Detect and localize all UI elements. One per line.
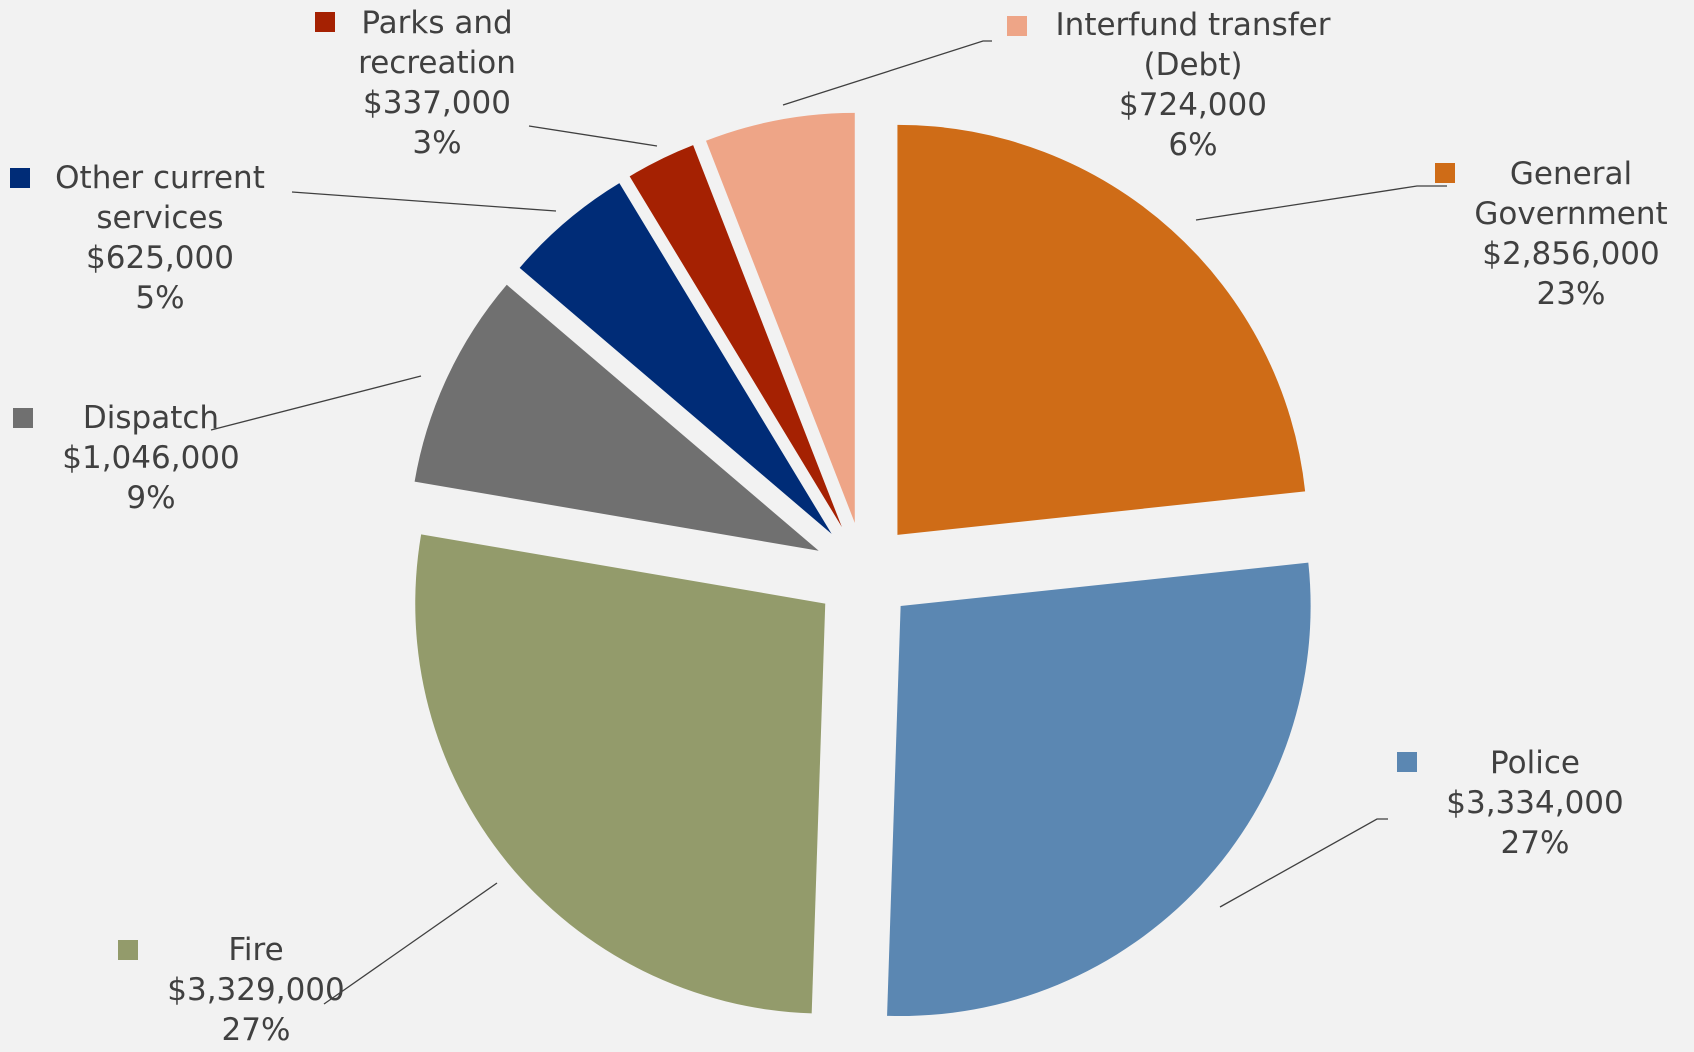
leader-line	[1195, 185, 1447, 221]
label-value: $625,000	[86, 240, 234, 276]
label-name: Fire	[228, 932, 284, 968]
data-label: General Government $2,856,000 23%	[1456, 154, 1686, 314]
slice	[414, 284, 819, 551]
label-percent: 27%	[1500, 825, 1570, 861]
legend-swatch	[1007, 16, 1027, 36]
label-value: $1,046,000	[62, 440, 240, 476]
label-percent: 6%	[1168, 127, 1218, 163]
label-value: $337,000	[363, 85, 511, 121]
slices	[414, 112, 1311, 1017]
data-label: Police $3,334,000 27%	[1405, 743, 1665, 863]
legend-swatch	[315, 12, 335, 32]
leader-line	[1219, 818, 1388, 908]
leader-line	[210, 375, 422, 431]
data-label: Parks and recreation $337,000 3%	[342, 3, 532, 163]
label-name: Other current services	[55, 160, 265, 236]
leader-line	[291, 191, 557, 212]
legend-swatch	[118, 940, 138, 960]
label-name: Police	[1490, 745, 1580, 781]
label-percent: 9%	[126, 480, 176, 516]
leader-line	[782, 40, 992, 106]
slice	[897, 124, 1306, 535]
label-name: Dispatch	[82, 400, 220, 436]
legend-swatch	[1397, 752, 1417, 772]
slice	[629, 145, 842, 528]
label-value: $2,856,000	[1482, 236, 1660, 272]
slice	[706, 112, 855, 523]
data-label: Dispatch $1,046,000 9%	[21, 398, 281, 518]
label-value: $3,334,000	[1446, 785, 1624, 821]
label-percent: 23%	[1536, 276, 1606, 312]
data-label: Fire $3,329,000 27%	[126, 930, 386, 1050]
data-label: Other current services $625,000 5%	[25, 158, 295, 318]
leader-line	[528, 125, 658, 147]
legend-swatch	[1435, 163, 1455, 183]
label-value: $3,329,000	[167, 972, 345, 1008]
label-percent: 27%	[221, 1012, 291, 1048]
label-percent: 3%	[412, 125, 462, 161]
slice	[887, 562, 1311, 1017]
legend-swatch	[10, 168, 30, 188]
legend-swatch	[13, 408, 33, 428]
slice	[519, 183, 832, 534]
data-label: Interfund transfer (Debt) $724,000 6%	[1033, 5, 1353, 165]
leader-line	[323, 882, 498, 1005]
label-name: Parks and recreation	[358, 5, 516, 81]
label-name: General Government	[1474, 156, 1668, 232]
label-percent: 5%	[135, 280, 185, 316]
label-name: Interfund transfer (Debt)	[1055, 7, 1331, 83]
slice	[415, 534, 826, 1014]
label-value: $724,000	[1119, 87, 1267, 123]
